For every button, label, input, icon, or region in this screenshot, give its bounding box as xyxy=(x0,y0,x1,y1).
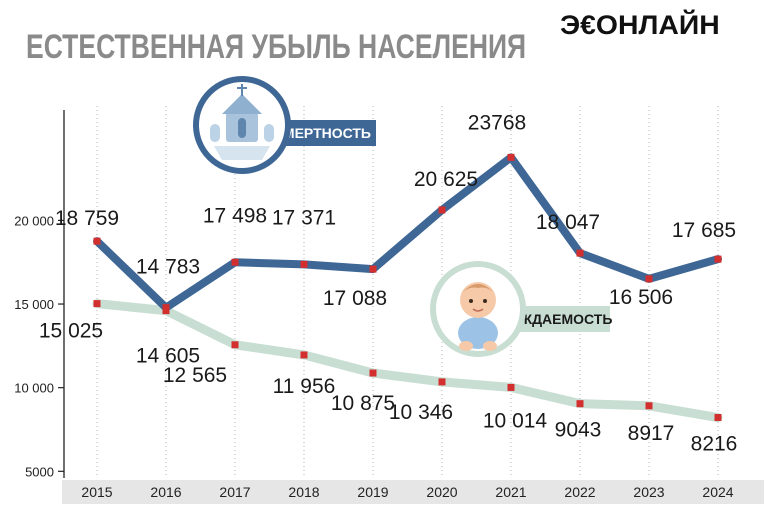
tomb-slab xyxy=(214,146,270,160)
deaths-series-line xyxy=(93,153,722,312)
births-data-point xyxy=(369,369,377,377)
deaths-data-label: 16 506 xyxy=(609,286,673,309)
births-data-point xyxy=(93,300,101,308)
gravestone-right xyxy=(264,124,274,142)
baby-body xyxy=(458,317,498,349)
births-data-point xyxy=(438,378,446,386)
x-tick-label: 2022 xyxy=(564,484,595,500)
births-data-label: 10 875 xyxy=(331,392,395,415)
x-tick-label: 2023 xyxy=(633,484,664,500)
deaths-data-label: 17 371 xyxy=(272,206,336,229)
births-data-label: 8216 xyxy=(691,433,738,456)
deaths-badge: СМЕРТНОСТЬ xyxy=(193,76,376,174)
deaths-data-point xyxy=(369,265,377,273)
births-data-label: 11 956 xyxy=(273,375,336,398)
births-badge: РОЖДАЕМОСТЬ xyxy=(430,261,613,357)
deaths-badge-label: СМЕРТНОСТЬ xyxy=(273,125,371,141)
deaths-data-point xyxy=(300,260,308,268)
deaths-data-point xyxy=(507,153,515,161)
births-data-point xyxy=(645,402,653,410)
y-tick-label: 20 000 xyxy=(14,213,54,228)
births-data-label: 9043 xyxy=(555,419,602,442)
deaths-data-label: 18 047 xyxy=(536,211,600,234)
gravestone-left xyxy=(210,124,220,142)
births-data-label: 8917 xyxy=(628,422,675,445)
x-tick-label: 2015 xyxy=(81,484,112,500)
tomb-door xyxy=(238,118,246,138)
baby-mouth xyxy=(472,308,484,312)
births-data-point xyxy=(714,414,722,422)
deaths-data-point xyxy=(438,206,446,214)
chart-title: ЕСТЕСТВЕННАЯ УБЫЛЬ НАСЕЛЕНИЯ xyxy=(26,28,527,66)
births-data-point xyxy=(231,341,239,349)
births-series-line xyxy=(92,299,723,423)
deaths-data-point xyxy=(576,249,584,257)
baby-hair xyxy=(463,284,493,292)
baby-eye-left xyxy=(469,299,473,303)
births-data-point xyxy=(162,307,170,315)
x-tick-label: 2020 xyxy=(426,484,457,500)
births-data-label: 10 346 xyxy=(389,401,453,424)
baby-head xyxy=(460,282,496,318)
deaths-data-label: 20 625 xyxy=(414,168,478,191)
baby-eye-right xyxy=(483,299,487,303)
deaths-data-label: 18 759 xyxy=(55,207,119,230)
x-tick-label: 2019 xyxy=(357,484,388,500)
baby-icon xyxy=(458,282,498,351)
baby-foot-right xyxy=(483,341,497,351)
x-tick-label: 2018 xyxy=(288,484,319,500)
births-data-label: 10 014 xyxy=(483,409,548,432)
deaths-data-label: 17 088 xyxy=(323,287,387,310)
x-axis-band xyxy=(62,480,764,504)
deaths-data-label: 17 685 xyxy=(672,219,736,242)
deaths-data-label: 17 498 xyxy=(203,204,267,227)
cemetery-icon xyxy=(210,84,274,160)
y-tick-label: 15 000 xyxy=(14,297,54,312)
deaths-data-label: 23768 xyxy=(468,111,526,134)
births-data-point xyxy=(507,383,515,391)
deaths-data-point xyxy=(645,275,653,283)
x-tick-label: 2016 xyxy=(150,484,181,500)
x-tick-label: 2024 xyxy=(702,484,733,500)
births-data-point xyxy=(576,400,584,408)
births-data-point xyxy=(300,351,308,359)
x-tick-label: 2017 xyxy=(219,484,250,500)
x-tick-label: 2021 xyxy=(495,484,526,500)
deaths-data-point xyxy=(231,258,239,266)
baby-foot-left xyxy=(459,341,473,351)
y-tick-label: 10 000 xyxy=(14,381,54,396)
brand-logo: Э€ОНЛАЙН xyxy=(560,10,720,40)
deaths-data-label: 14 783 xyxy=(136,256,200,279)
births-data-label: 12 565 xyxy=(163,364,227,387)
deaths-data-point xyxy=(714,255,722,263)
tomb-roof xyxy=(222,94,262,114)
births-badge-label: РОЖДАЕМОСТЬ xyxy=(500,311,613,327)
deaths-data-point xyxy=(93,237,101,245)
births-data-label: 14 605 xyxy=(136,345,200,368)
births-data-label: 15 025 xyxy=(39,320,103,343)
y-tick-label: 5000 xyxy=(25,464,54,479)
